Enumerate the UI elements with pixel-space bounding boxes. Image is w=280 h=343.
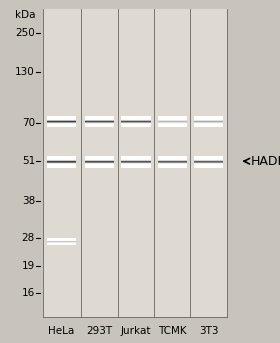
Text: 250: 250 <box>15 27 35 38</box>
Text: Jurkat: Jurkat <box>121 326 151 336</box>
Text: 38: 38 <box>22 196 35 206</box>
Text: HADHB: HADHB <box>251 155 280 168</box>
Text: HeLa: HeLa <box>48 326 75 336</box>
Text: 3T3: 3T3 <box>199 326 218 336</box>
Text: 19: 19 <box>22 261 35 271</box>
Text: 28: 28 <box>22 233 35 244</box>
Text: 130: 130 <box>15 67 35 77</box>
Text: TCMK: TCMK <box>158 326 186 336</box>
Text: 293T: 293T <box>86 326 113 336</box>
Bar <box>43 9 227 317</box>
Text: 16: 16 <box>22 288 35 298</box>
Text: kDa: kDa <box>15 10 35 21</box>
Text: 51: 51 <box>22 156 35 166</box>
Text: 70: 70 <box>22 118 35 129</box>
